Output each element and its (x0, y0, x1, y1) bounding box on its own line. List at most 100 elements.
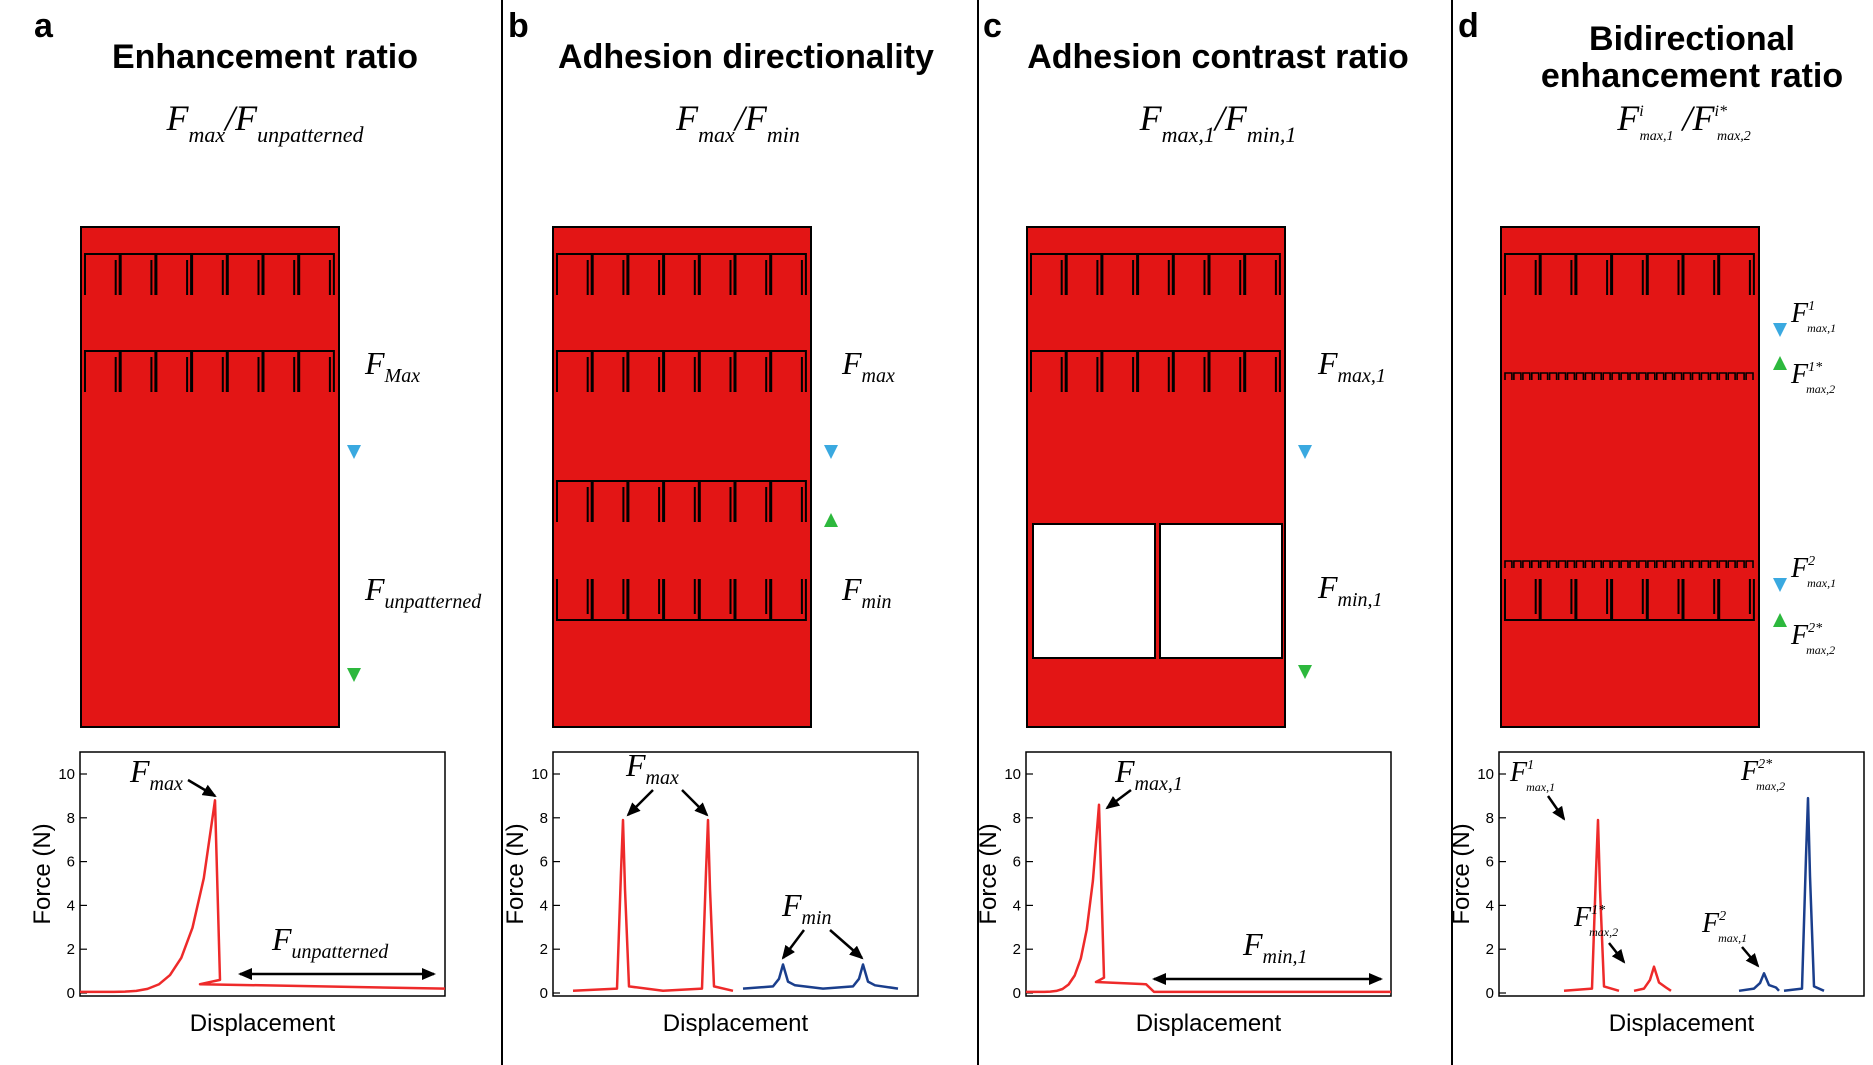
plot-annotation: F1 max,1 (1509, 757, 1555, 794)
panel-title: enhancement ratio (1541, 57, 1843, 95)
data-line (742, 963, 899, 990)
plot-frame (1025, 751, 1392, 997)
data-line (572, 818, 734, 993)
micropattern-cell (1718, 253, 1755, 295)
unpatterned-window (1159, 523, 1283, 659)
micropattern-cell (298, 350, 335, 392)
micropattern-row (1030, 253, 1281, 295)
y-tick-label: 4 (1486, 897, 1494, 914)
y-tick-label: 10 (1477, 766, 1494, 783)
data-line (80, 799, 446, 994)
plot-annotation: Funpatterned (271, 921, 389, 963)
micropattern-cell (1504, 372, 1754, 380)
y-tick-label: 2 (540, 941, 548, 958)
micropattern-row (556, 350, 807, 392)
panel-title: Enhancement ratio (112, 38, 418, 76)
annotation-arrow (781, 929, 805, 960)
arrow-label: F1* max,2 (1790, 359, 1835, 396)
micropattern-cell (298, 253, 335, 295)
panel-label: d (1458, 7, 1479, 45)
panel-d: d Bidirectional enhancement ratio Fi max,… (1448, 7, 1865, 1037)
y-tick-label: 0 (67, 985, 75, 1002)
x-axis-label: Displacement (190, 1010, 336, 1037)
specimen (80, 226, 340, 728)
y-axis-label: Force (N) (1448, 823, 1475, 924)
panel-formula: Fi max,1 /Fi* max,2 (1616, 98, 1751, 144)
panel-label: b (508, 7, 529, 45)
arrow-label: Fmin (841, 571, 892, 613)
micropattern-cell (770, 350, 807, 392)
arrow-label: Funpatterned (364, 571, 482, 613)
y-tick-label: 0 (1486, 985, 1494, 1002)
arrow-label: F2 max,1 (1790, 553, 1836, 590)
plot-annotation: Fmin (781, 887, 832, 929)
y-tick-label: 2 (1486, 941, 1494, 958)
arrow-label: F2* max,2 (1790, 620, 1835, 657)
annotation-arrow (1105, 789, 1132, 810)
data-line (1738, 972, 1780, 993)
y-tick-label: 6 (540, 854, 548, 871)
force-plot: 0 2 4 6 8 10 Displacement Force (N) (502, 751, 919, 1037)
force-plot: 0 2 4 6 8 10 Displacement Force (N) (1448, 751, 1865, 1037)
y-axis-label: Force (N) (29, 823, 56, 924)
y-axis-label: Force (N) (975, 823, 1002, 924)
panel-formula: Fmax,1/Fmin,1 (1139, 98, 1297, 147)
micropattern-row-small (1504, 372, 1754, 380)
micropattern-row (84, 350, 335, 392)
force-plot: 0 2 4 6 8 10 Displacement Force (N) (29, 751, 446, 1037)
x-axis-label: Displacement (1136, 1010, 1282, 1037)
micropattern-cell (770, 480, 807, 522)
y-tick-label: 10 (1004, 766, 1021, 783)
arrow-label: F1 max,1 (1790, 298, 1836, 335)
micropattern-cell (770, 579, 807, 621)
data-line (1026, 803, 1391, 994)
micropattern-row (84, 253, 335, 295)
y-tick-label: 6 (67, 854, 75, 871)
annotation-arrow (1546, 795, 1566, 821)
annotation-arrow (187, 778, 217, 798)
plot-annotation: Fmin,1 (1242, 926, 1308, 968)
micropattern-row (556, 253, 807, 295)
specimen (552, 226, 812, 728)
micropattern-cell (1244, 253, 1281, 295)
panel-formula: Fmax/Fmin (675, 98, 800, 147)
plot-frame (552, 751, 919, 997)
specimen (1500, 226, 1760, 728)
plot-annotation: F2 max,1 (1701, 908, 1747, 945)
plot-frame (1498, 751, 1865, 997)
y-tick-label: 4 (1013, 897, 1021, 914)
panel-title: Adhesion directionality (558, 38, 934, 76)
data-line (1563, 818, 1620, 993)
annotation-arrow (681, 789, 709, 817)
panel-title: Bidirectional (1589, 20, 1795, 58)
force-plot: 0 2 4 6 8 10 Displacement Force (N) (975, 751, 1392, 1037)
y-tick-label: 8 (540, 810, 548, 827)
y-tick-label: 4 (67, 897, 75, 914)
arrow-label: Fmax,1 (1317, 345, 1386, 387)
micropattern-row (556, 579, 807, 621)
micropattern-cell (770, 253, 807, 295)
y-tick-label: 8 (1486, 810, 1494, 827)
plot-annotation: Fmax (129, 753, 183, 795)
y-tick-label: 8 (1013, 810, 1021, 827)
micropattern-row-small (1504, 560, 1754, 568)
unpatterned-window (1032, 523, 1156, 659)
arrow-label: Fmin,1 (1317, 569, 1383, 611)
plot-annotation: Fmax,1 (1114, 753, 1183, 795)
panel-label: c (983, 7, 1002, 45)
data-line (1633, 965, 1672, 993)
annotation-arrow (1608, 942, 1626, 964)
y-tick-label: 10 (58, 766, 75, 783)
panel-formula: Fmax/Funpatterned (166, 98, 365, 147)
y-tick-label: 0 (540, 985, 548, 1002)
annotation-arrow (829, 929, 864, 960)
annotation-arrow (1741, 946, 1760, 968)
panel-b: b Adhesion directionality Fmax/Fmin Fmax… (502, 7, 934, 1037)
y-tick-label: 10 (531, 766, 548, 783)
x-axis-label: Displacement (1609, 1010, 1755, 1037)
panel-c: c Adhesion contrast ratio Fmax,1/Fmin,1 … (975, 7, 1409, 1037)
panel-label: a (34, 7, 54, 45)
y-tick-label: 2 (67, 941, 75, 958)
plot-annotation: F2* max,2 (1740, 756, 1785, 793)
